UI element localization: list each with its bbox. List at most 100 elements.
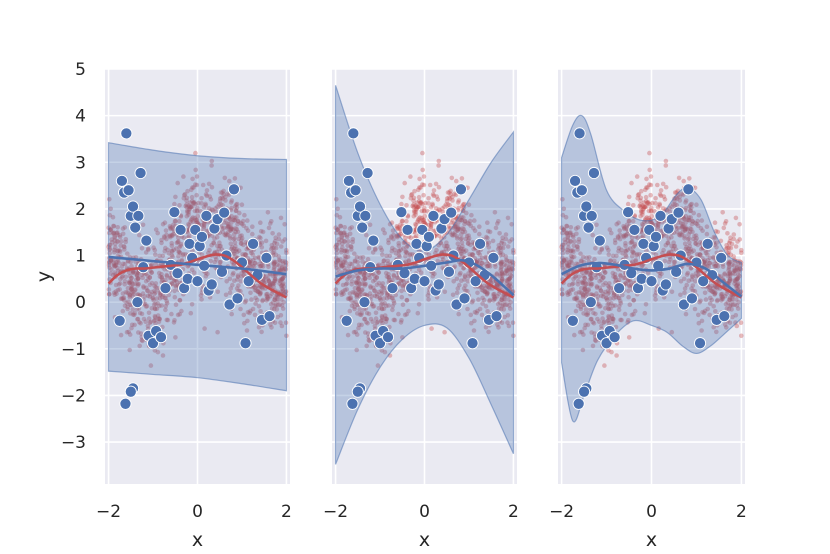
sample-point <box>487 286 492 291</box>
sample-point <box>626 318 631 323</box>
sample-point <box>175 239 181 245</box>
sample-point <box>645 199 651 205</box>
sample-point <box>153 252 158 257</box>
sample-point <box>587 277 592 283</box>
sample-point <box>146 310 152 316</box>
sample-point <box>273 245 279 251</box>
sample-point <box>456 198 462 203</box>
sample-point <box>199 297 204 302</box>
sample-point <box>415 204 421 210</box>
sample-point <box>374 294 380 299</box>
sample-point <box>233 202 239 207</box>
sample-point <box>569 260 575 266</box>
sample-point <box>608 258 614 263</box>
sample-point <box>574 244 580 249</box>
sample-point <box>467 252 472 257</box>
sample-point <box>493 225 499 231</box>
sample-point <box>693 274 699 279</box>
sample-point <box>583 307 589 312</box>
sample-point <box>160 277 165 283</box>
sample-point <box>579 291 585 296</box>
sample-point <box>676 175 682 181</box>
sample-point <box>583 281 589 287</box>
sample-point <box>422 209 427 214</box>
sample-point <box>152 313 158 319</box>
sample-point <box>695 223 701 228</box>
sample-point <box>500 252 506 258</box>
training-point <box>340 314 353 327</box>
sample-point <box>194 208 200 213</box>
sample-point <box>396 240 402 246</box>
sample-point <box>503 254 509 259</box>
sample-point <box>135 283 141 288</box>
sample-point <box>395 225 400 231</box>
sample-point <box>630 249 636 255</box>
sample-point <box>687 243 692 249</box>
sample-point <box>170 226 176 232</box>
sample-point <box>378 245 383 250</box>
sample-point <box>736 272 741 278</box>
sample-point <box>114 230 120 236</box>
sample-point <box>730 302 736 308</box>
sample-point <box>277 281 282 286</box>
training-point <box>242 275 255 288</box>
sample-point <box>712 220 718 225</box>
sample-point <box>485 220 490 225</box>
sample-point <box>169 275 174 281</box>
training-point <box>171 267 184 280</box>
sample-point <box>236 248 242 253</box>
sample-point <box>393 292 399 298</box>
sample-point <box>687 254 693 259</box>
sample-point <box>574 295 580 301</box>
sample-point <box>359 310 365 316</box>
training-point <box>195 230 208 243</box>
sample-point <box>191 200 197 206</box>
sample-point <box>615 267 621 272</box>
sample-point <box>618 299 623 304</box>
sample-point <box>131 269 136 275</box>
sample-point <box>418 270 424 276</box>
sample-point <box>492 294 498 300</box>
sample-point <box>253 301 258 306</box>
sample-point <box>250 263 255 269</box>
sample-point <box>570 248 575 253</box>
sample-point <box>259 329 264 335</box>
training-point <box>159 282 172 295</box>
sample-point <box>258 235 263 241</box>
sample-point <box>271 249 277 255</box>
sample-point <box>621 234 627 240</box>
sample-point <box>484 234 489 240</box>
sample-point <box>112 249 117 255</box>
sample-point <box>452 225 457 231</box>
sample-point <box>601 274 606 280</box>
training-point <box>584 296 597 309</box>
sample-point <box>241 223 246 228</box>
sample-point <box>669 243 674 249</box>
sample-point <box>496 291 502 297</box>
sample-point <box>686 231 691 237</box>
sample-point <box>266 278 272 283</box>
sample-point <box>211 240 216 245</box>
sample-point <box>418 199 424 205</box>
sample-point <box>506 283 511 289</box>
sample-point <box>727 238 733 244</box>
sample-point <box>186 234 192 239</box>
sample-point <box>592 272 598 278</box>
sample-point <box>726 249 732 255</box>
sample-point <box>421 218 427 223</box>
sample-point <box>338 257 343 262</box>
sample-point <box>169 253 175 258</box>
sample-point <box>508 272 513 278</box>
sample-point <box>606 315 612 320</box>
sample-point <box>344 281 350 286</box>
sample-point <box>162 248 168 254</box>
sample-point <box>462 273 468 278</box>
sample-point <box>563 240 568 245</box>
sample-point <box>459 215 464 220</box>
sample-point <box>134 272 140 277</box>
sample-point <box>667 206 672 211</box>
sample-point <box>403 259 409 265</box>
sample-point <box>160 221 166 227</box>
sample-point <box>466 271 471 276</box>
sample-point <box>730 262 735 267</box>
